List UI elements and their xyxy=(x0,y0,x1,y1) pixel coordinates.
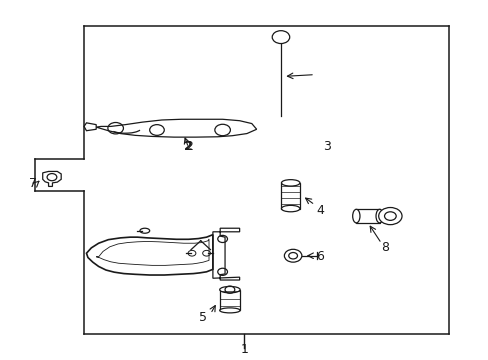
Bar xyxy=(219,290,240,310)
Text: 2: 2 xyxy=(184,140,193,153)
Text: 1: 1 xyxy=(240,343,248,356)
Ellipse shape xyxy=(219,287,240,293)
Circle shape xyxy=(378,207,401,225)
Text: 8: 8 xyxy=(381,241,389,255)
Text: 7: 7 xyxy=(29,177,37,190)
Text: 6: 6 xyxy=(315,250,323,263)
Ellipse shape xyxy=(219,308,240,313)
Ellipse shape xyxy=(352,209,359,223)
Text: 2: 2 xyxy=(184,140,192,153)
Circle shape xyxy=(272,31,289,44)
Bar xyxy=(281,183,299,208)
Ellipse shape xyxy=(140,228,149,233)
Text: 5: 5 xyxy=(199,311,207,324)
Circle shape xyxy=(284,249,301,262)
Text: 3: 3 xyxy=(323,140,330,153)
Ellipse shape xyxy=(375,209,383,223)
Bar xyxy=(356,209,379,223)
Text: 4: 4 xyxy=(315,204,323,217)
Ellipse shape xyxy=(281,180,299,186)
Ellipse shape xyxy=(281,205,299,212)
